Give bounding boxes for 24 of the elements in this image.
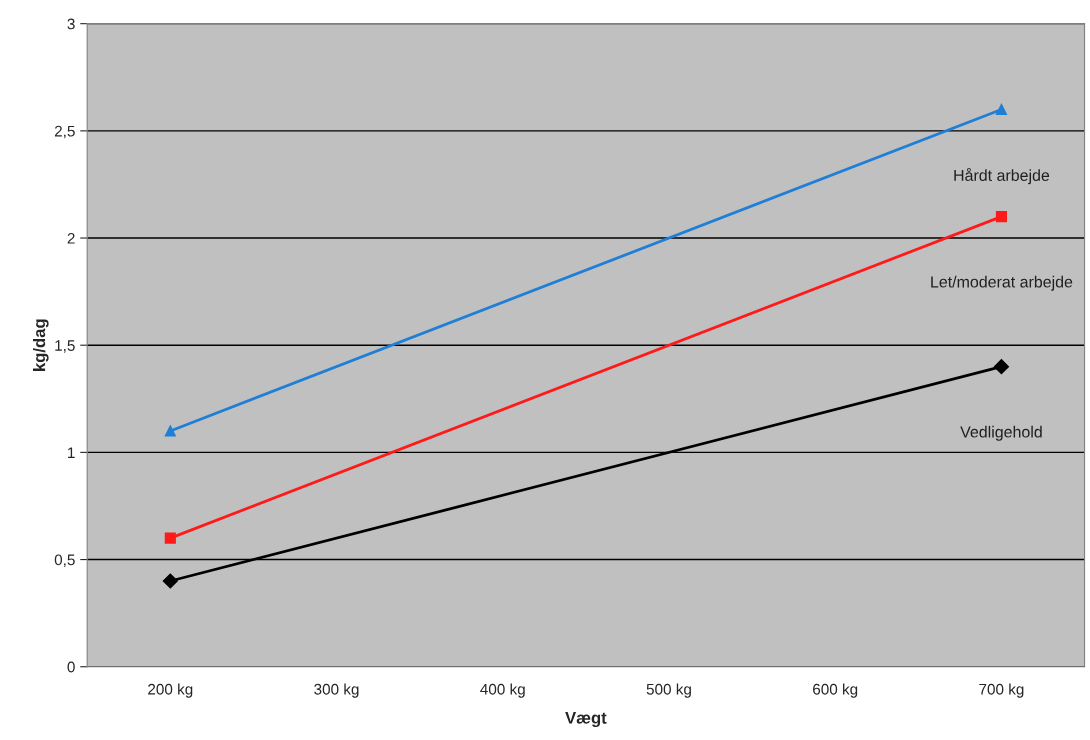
point: [995, 211, 1007, 223]
point: [995, 103, 1007, 115]
y-tick-label: 1,5: [55, 340, 75, 353]
x-tick-label: 700 kg: [979, 683, 1024, 698]
x-axis-title: Vægt: [565, 712, 607, 728]
text: Hårdt arbejde: [954, 167, 1050, 185]
x-tick-label: 600 kg: [813, 683, 858, 698]
y-axis-title: kg/dag: [32, 319, 49, 371]
y-tick-label: 1: [68, 447, 75, 458]
point: [162, 573, 178, 589]
x-tick-label: 200 kg: [148, 683, 193, 698]
y-tick-label: 0,5: [54, 554, 75, 568]
y-tick-label: 3: [67, 18, 75, 30]
y-tick-label: 0: [67, 661, 75, 673]
point: [164, 532, 176, 544]
x-tick-label: 500 kg: [646, 683, 691, 698]
series-label: Let/moderat arbejde: [931, 275, 1073, 291]
y-tick-label: 2: [67, 232, 75, 244]
text: Vedligehold: [960, 425, 1042, 441]
x-tick-label: 400 kg: [480, 683, 525, 698]
point: [164, 425, 176, 437]
y-tick-label: 2,5: [54, 125, 75, 139]
point: [993, 359, 1010, 375]
x-tick-label: 300 kg: [314, 683, 359, 698]
